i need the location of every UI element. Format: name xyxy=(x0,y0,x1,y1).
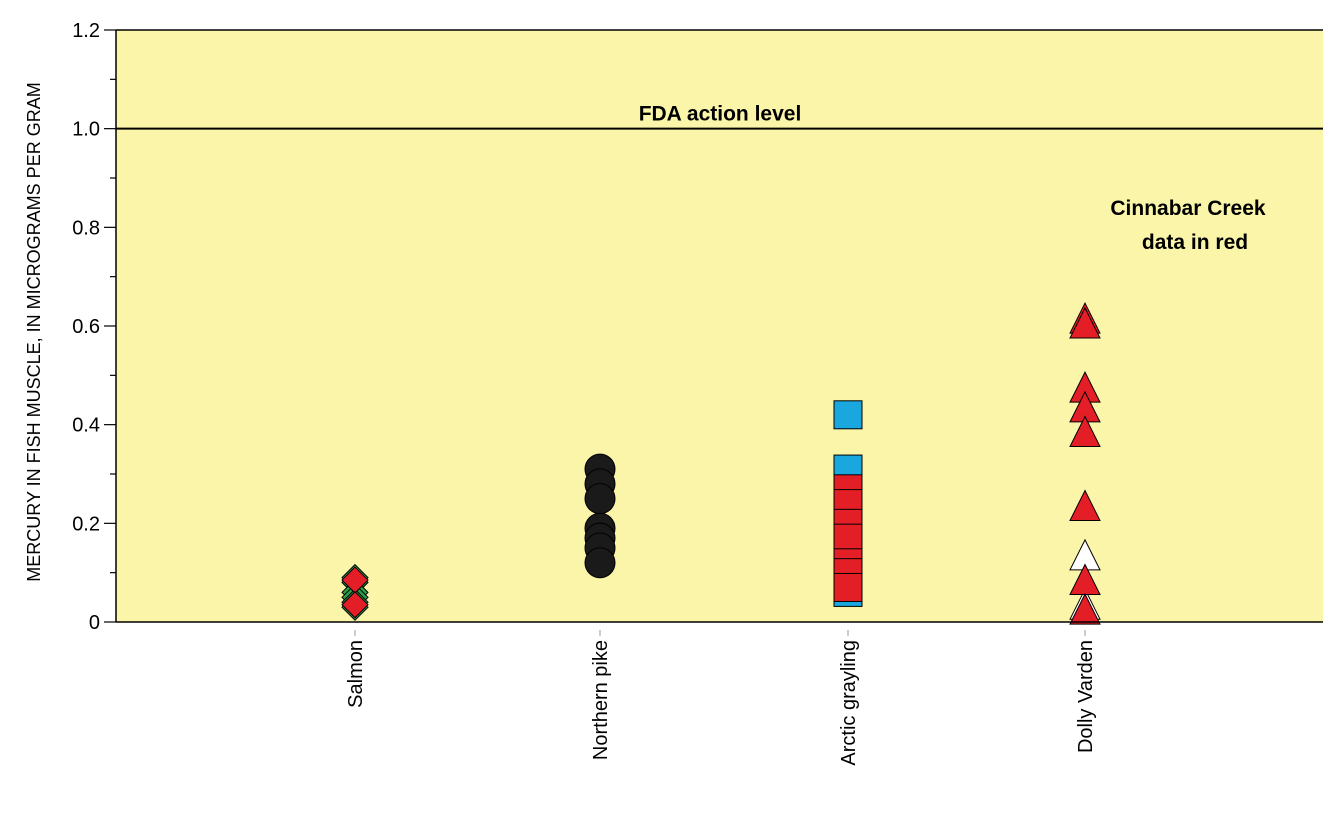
data-point xyxy=(833,572,863,602)
y-tick-label: 0.6 xyxy=(72,316,100,338)
series-salmon xyxy=(341,563,369,621)
axes: 0 0.2 0.4 0.6 0.8 1.0 1.2 Salmon Northern pike Ar… xyxy=(72,20,1323,766)
y-tick-label: 0.2 xyxy=(72,513,100,535)
series-dolly-varden xyxy=(1069,301,1101,625)
x-category-label: Arctic grayling xyxy=(838,640,860,766)
data-point xyxy=(584,547,616,579)
data-marks xyxy=(341,301,1101,625)
data-point xyxy=(1069,415,1101,448)
y-tick-label: 0 xyxy=(89,612,100,634)
data-point xyxy=(833,523,863,553)
x-category-label: Northern pike xyxy=(590,640,612,760)
series-northern-pike xyxy=(584,453,616,579)
series-arctic-grayling xyxy=(833,400,863,607)
reference-line-group: FDA action level xyxy=(116,103,1323,130)
data-point xyxy=(341,591,369,619)
y-tick-label: 0.8 xyxy=(72,217,100,239)
annotation-line-2: data in red xyxy=(1142,231,1248,254)
x-category-label: Salmon xyxy=(345,640,367,708)
x-category-label: Dolly Varden xyxy=(1075,640,1097,753)
fda-action-level-label: FDA action level xyxy=(639,103,802,126)
data-point xyxy=(1069,489,1101,522)
data-point xyxy=(833,400,863,430)
y-axis-title: MERCURY IN FISH MUSCLE, IN MICROGRAMS PE… xyxy=(24,82,44,581)
annotation-line-1: Cinnabar Creek xyxy=(1110,197,1266,220)
data-point xyxy=(584,483,616,515)
data-point xyxy=(1069,593,1101,625)
y-tick-label: 1.0 xyxy=(72,119,100,141)
y-tick-label: 1.2 xyxy=(72,20,100,42)
data-point xyxy=(1069,306,1101,339)
y-tick-label: 0.4 xyxy=(72,415,100,437)
